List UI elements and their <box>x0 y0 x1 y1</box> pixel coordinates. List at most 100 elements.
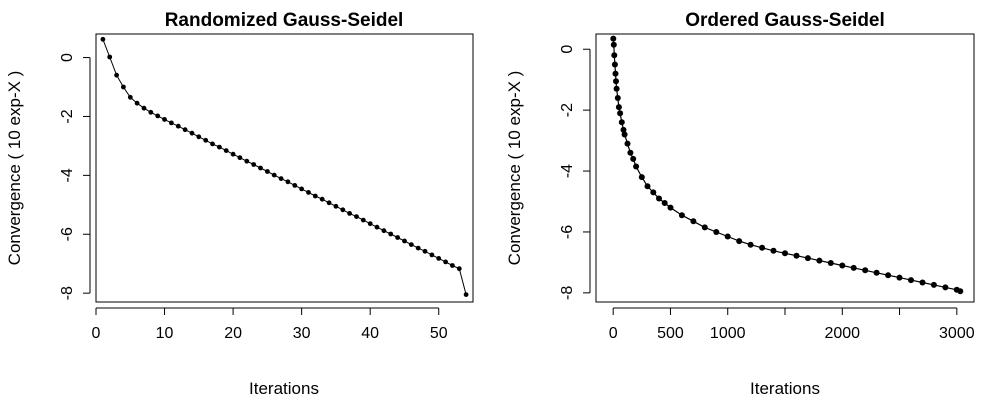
left-chart: Randomized Gauss-Seidel 0 10 20 30 40 50 0 -2 -… <box>5 10 474 398</box>
right-y-tick-label: -4 <box>559 164 576 178</box>
right-data-point <box>747 241 754 248</box>
right-data-point <box>610 41 617 48</box>
left-data-point <box>415 245 421 251</box>
left-data-point <box>148 109 154 115</box>
left-data-point <box>237 155 243 161</box>
right-data-point <box>850 264 857 271</box>
right-data-point <box>942 284 949 291</box>
right-data-point <box>770 247 777 254</box>
right-data-point <box>782 250 788 257</box>
right-data-point <box>661 200 668 206</box>
left-data-point <box>100 36 106 42</box>
left-x-tick-label: 50 <box>430 325 448 342</box>
right-x-axis: 0 500 1000 2000 3000 <box>609 307 975 342</box>
left-data-point <box>162 117 167 122</box>
left-data-point <box>121 84 126 90</box>
left-data-point <box>340 207 346 213</box>
left-y-axis: 0 -2 -4 -6 -8 <box>59 53 91 300</box>
left-data-point <box>258 165 263 171</box>
left-y-tick-label: -4 <box>59 168 76 182</box>
right-y-axis: 0 -2 -4 -6 -8 <box>559 45 591 300</box>
right-data-point <box>638 174 645 181</box>
right-series-points <box>610 35 964 295</box>
left-data-point <box>374 224 380 230</box>
right-x-tick-label: 0 <box>609 325 618 342</box>
left-data-point <box>127 94 133 100</box>
left-data-point <box>271 172 277 178</box>
left-data-point <box>189 130 195 136</box>
left-data-point <box>326 200 332 206</box>
left-y-axis-label: Convergence ( 10 exp-X ) <box>5 71 24 266</box>
right-data-point <box>617 110 624 117</box>
left-x-tick-label: 40 <box>361 325 379 342</box>
left-data-point <box>402 238 407 244</box>
right-data-point <box>816 257 823 264</box>
left-data-point <box>285 179 291 185</box>
right-data-point <box>793 252 800 259</box>
right-data-point <box>644 183 651 190</box>
right-data-point <box>611 52 618 59</box>
right-y-tick-label: -2 <box>559 103 576 117</box>
right-data-point <box>614 95 621 101</box>
left-data-point <box>244 158 250 164</box>
left-data-point <box>456 266 462 272</box>
right-data-point <box>630 155 637 162</box>
right-data-point <box>873 269 880 276</box>
left-data-point <box>292 183 298 188</box>
right-data-point <box>957 288 964 295</box>
right-data-point <box>650 189 657 196</box>
left-data-point <box>450 263 455 268</box>
left-data-point <box>360 217 366 223</box>
right-data-point <box>678 212 685 219</box>
right-data-point <box>885 272 892 279</box>
left-data-point <box>463 292 469 297</box>
left-data-point <box>107 54 113 60</box>
right-data-point <box>896 274 903 281</box>
right-data-point <box>908 277 914 284</box>
right-data-point <box>618 119 625 126</box>
left-data-point <box>182 127 188 133</box>
right-chart: Ordered Gauss-Seidel 0 500 1000 2000 3000 0 -… <box>505 10 975 398</box>
left-data-point <box>169 120 174 126</box>
left-data-point <box>367 221 373 227</box>
left-data-point <box>319 196 325 202</box>
right-y-tick-label: -6 <box>559 225 576 239</box>
left-data-point <box>299 186 304 192</box>
right-data-point <box>827 260 834 266</box>
right-data-point <box>620 126 627 133</box>
left-data-point <box>175 123 181 129</box>
right-plot-frame <box>595 33 975 303</box>
left-data-point <box>436 256 442 261</box>
right-data-point <box>736 238 743 245</box>
left-y-tick-label: 0 <box>59 53 76 62</box>
left-x-tick-label: 10 <box>156 325 174 342</box>
right-data-point <box>613 85 620 92</box>
right-data-point <box>839 262 846 269</box>
left-data-point <box>223 148 229 154</box>
left-data-point <box>443 259 448 265</box>
left-plot-frame <box>95 33 474 303</box>
left-data-point <box>306 190 311 195</box>
left-data-point <box>429 252 435 258</box>
left-data-point <box>114 72 119 78</box>
left-data-point <box>312 193 318 199</box>
left-x-tick-label: 0 <box>92 325 101 342</box>
left-data-point <box>388 231 394 237</box>
left-data-point <box>422 248 428 254</box>
right-data-point <box>633 163 640 170</box>
left-data-point <box>210 141 215 147</box>
right-x-tick-label: 1000 <box>710 325 746 342</box>
right-data-point <box>713 229 720 235</box>
right-data-point <box>612 70 619 77</box>
right-data-point <box>919 279 926 286</box>
right-data-point <box>759 244 766 251</box>
left-y-tick-label: -6 <box>59 227 76 241</box>
right-data-point <box>724 233 731 240</box>
right-chart-title: Ordered Gauss-Seidel <box>685 10 885 31</box>
left-y-tick-label: -2 <box>59 109 76 123</box>
left-data-point <box>354 214 359 220</box>
left-data-point <box>217 144 222 150</box>
left-data-point <box>251 162 257 167</box>
left-series-points <box>100 36 469 297</box>
right-data-point <box>613 78 619 85</box>
